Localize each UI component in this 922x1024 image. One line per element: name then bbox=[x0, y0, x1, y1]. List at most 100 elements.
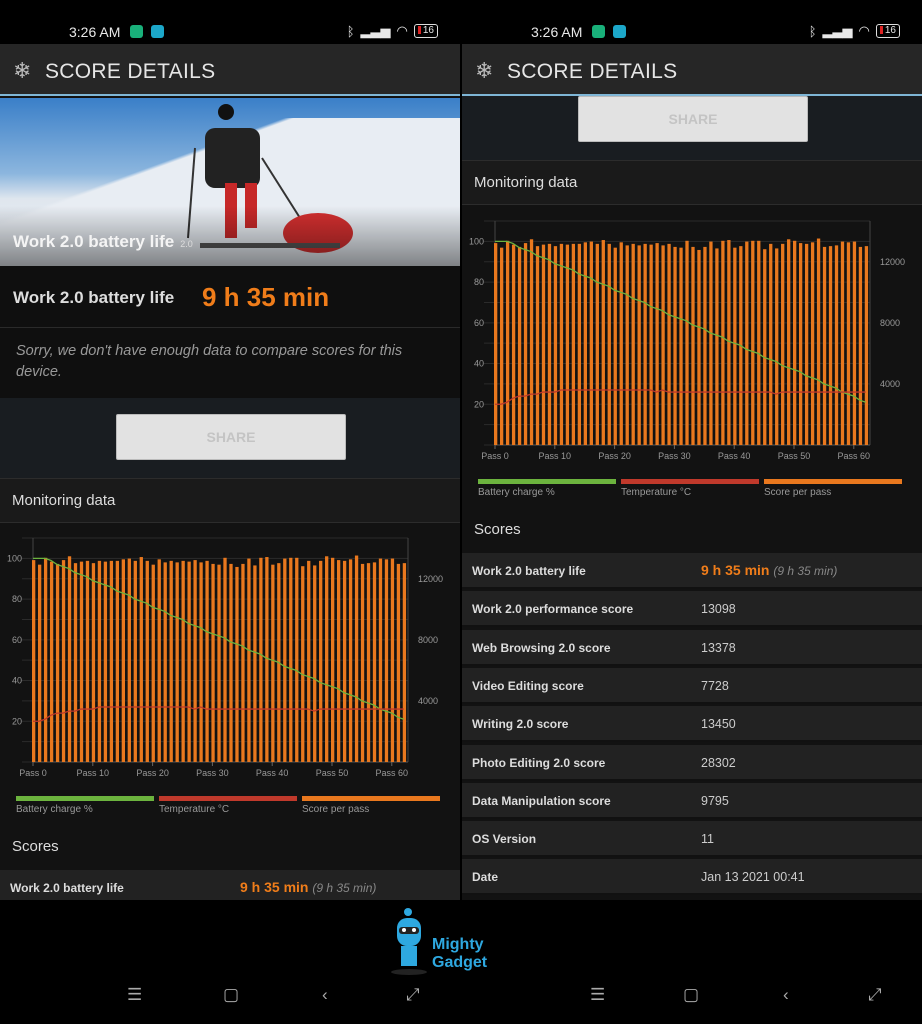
back-snowflake-icon[interactable]: ❄ bbox=[475, 58, 494, 83]
monitoring-chart: 20 40 60 80 100 4000 8000 12000 Pass 0 Pass 10 Pas… bbox=[7, 537, 443, 815]
back-snowflake-icon[interactable]: ❄ bbox=[13, 58, 32, 83]
notification-app-icon bbox=[151, 25, 164, 38]
app-header: ❄ SCORE DETAILS bbox=[462, 44, 922, 96]
score-bar bbox=[793, 240, 797, 445]
share-button[interactable]: SHARE bbox=[116, 414, 346, 460]
score-row: Date Jan 13 2021 00:41 bbox=[462, 859, 922, 896]
score-bar bbox=[187, 561, 191, 762]
battery-level: 16 bbox=[884, 25, 896, 36]
score-bar bbox=[199, 562, 203, 762]
score-bar bbox=[691, 246, 695, 445]
legend-label: Battery charge % bbox=[16, 804, 93, 815]
score-bar bbox=[217, 564, 221, 762]
score-bar bbox=[109, 560, 114, 762]
skier-illustration bbox=[187, 104, 353, 253]
score-bar bbox=[595, 243, 599, 445]
score-bar bbox=[553, 246, 558, 445]
score-bar bbox=[295, 557, 299, 762]
score-bar bbox=[763, 249, 767, 445]
left-tick-label: 40 bbox=[12, 676, 22, 686]
share-button[interactable]: SHARE bbox=[578, 96, 808, 142]
x-tick-label: Pass 40 bbox=[718, 451, 751, 461]
recents-menu-button[interactable]: ☰ bbox=[590, 985, 606, 1004]
score-bar bbox=[271, 564, 275, 762]
score-bar bbox=[205, 560, 209, 762]
score-bar bbox=[661, 245, 665, 445]
right-tick-label: 4000 bbox=[880, 379, 900, 389]
home-button[interactable]: ▢ bbox=[223, 985, 240, 1004]
legend-swatch bbox=[302, 796, 440, 801]
score-row: Web Browsing 2.0 score 13378 bbox=[462, 629, 922, 666]
score-bar bbox=[103, 561, 108, 762]
x-tick-label: Pass 10 bbox=[539, 451, 572, 461]
score-bar bbox=[79, 561, 84, 762]
score-bar bbox=[822, 246, 827, 445]
scores-heading: Scores bbox=[474, 521, 521, 538]
recents-menu-button[interactable]: ☰ bbox=[127, 985, 143, 1004]
left-screen: 3:26 AM ᛒ ▂▃▅ ◠ 16 ❄ SCORE DETAILS Work 2.0… bbox=[0, 0, 460, 900]
temperature-line bbox=[33, 706, 404, 722]
score-bar bbox=[73, 563, 78, 762]
score-bar bbox=[336, 560, 341, 762]
share-section: SHARE bbox=[462, 96, 922, 160]
back-button[interactable]: ‹ bbox=[783, 985, 789, 1004]
page-title: SCORE DETAILS bbox=[45, 60, 216, 83]
score-bar bbox=[289, 557, 293, 762]
score-bar bbox=[348, 559, 353, 762]
score-value: 13378 bbox=[701, 640, 736, 655]
score-bar bbox=[229, 563, 233, 762]
score-bar bbox=[733, 247, 737, 445]
right-tick-label: 8000 bbox=[880, 318, 900, 328]
score-row: Video Editing score 7728 bbox=[462, 667, 922, 704]
score-bar bbox=[372, 562, 377, 762]
monitoring-chart: 20 40 60 80 100 4000 8000 12000 Pass 0 Pass 10 Pas… bbox=[469, 220, 905, 498]
score-bar bbox=[655, 243, 659, 445]
score-bar bbox=[331, 557, 335, 762]
score-bar bbox=[139, 557, 143, 762]
x-tick-label: Pass 40 bbox=[256, 768, 289, 778]
battery-line bbox=[495, 240, 866, 403]
score-bar bbox=[715, 248, 719, 445]
score-value: 9795 bbox=[701, 793, 729, 808]
score-value: 9 h 35 min (9 h 35 min) bbox=[240, 879, 377, 895]
score-bar bbox=[235, 566, 239, 762]
score-value: 11 bbox=[701, 832, 714, 847]
score-bar bbox=[625, 245, 629, 445]
score-bar bbox=[307, 560, 311, 762]
legend-swatch bbox=[159, 796, 297, 801]
home-button[interactable]: ▢ bbox=[683, 985, 700, 1004]
score-bar bbox=[360, 563, 365, 762]
right-tick-label: 12000 bbox=[880, 257, 905, 267]
score-label: Work 2.0 battery life bbox=[10, 881, 124, 895]
legend-swatch bbox=[621, 479, 759, 484]
score-bar bbox=[121, 559, 125, 762]
score-bar bbox=[313, 565, 317, 762]
score-bar bbox=[151, 564, 155, 762]
status-bar: 3:26 AM ᛒ ▂▃▅ ◠ 16 bbox=[462, 0, 922, 44]
signal-icon: ▂▃▅ bbox=[822, 23, 853, 38]
score-bar bbox=[727, 240, 731, 445]
score-value: 7728 bbox=[701, 678, 729, 693]
score-bar bbox=[37, 564, 42, 762]
fullscreen-button[interactable]: ⤢ bbox=[406, 985, 420, 1004]
score-bar bbox=[535, 246, 540, 445]
page-title: SCORE DETAILS bbox=[507, 60, 678, 83]
score-bar bbox=[547, 243, 552, 445]
score-label: OS Version bbox=[472, 832, 537, 847]
score-bar bbox=[523, 243, 528, 445]
x-tick-label: Pass 30 bbox=[196, 768, 229, 778]
score-bar bbox=[402, 563, 407, 762]
scores-heading: Scores bbox=[12, 838, 59, 855]
score-bar bbox=[703, 246, 707, 445]
score-bar bbox=[613, 247, 617, 445]
status-time: 3:26 AM bbox=[531, 24, 583, 40]
x-tick-label: Pass 0 bbox=[19, 768, 47, 778]
score-bar bbox=[787, 239, 791, 445]
score-value: Jan 13 2021 00:41 bbox=[701, 870, 805, 885]
back-button[interactable]: ‹ bbox=[322, 985, 328, 1004]
fullscreen-button[interactable]: ⤢ bbox=[868, 985, 882, 1004]
score-bar bbox=[697, 249, 701, 445]
score-bar bbox=[685, 240, 689, 445]
left-tick-label: 80 bbox=[12, 594, 22, 604]
hero-image: Work 2.0 battery life 2.0 bbox=[0, 98, 460, 266]
